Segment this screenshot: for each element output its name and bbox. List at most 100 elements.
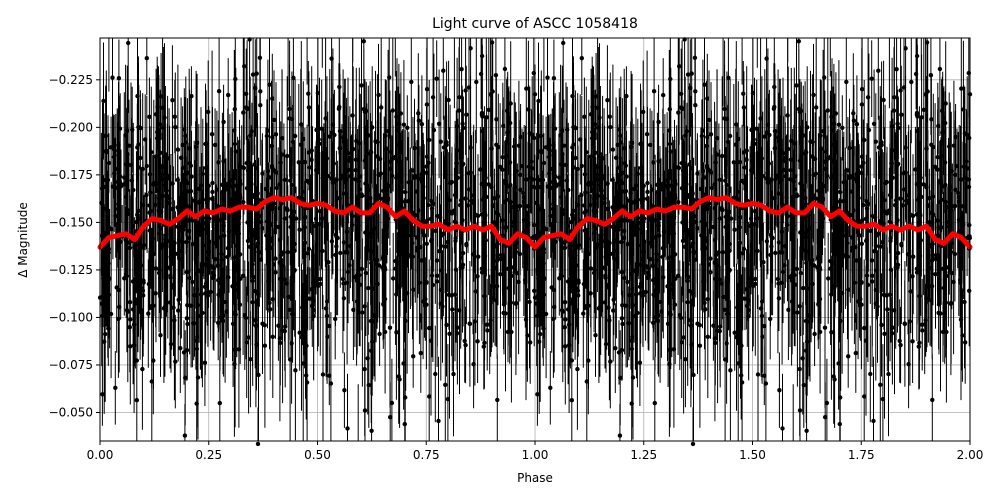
observation-point	[799, 193, 804, 199]
observation-point	[667, 141, 673, 147]
observation-point	[866, 127, 872, 133]
observation-point	[177, 227, 182, 233]
observation-point	[635, 243, 640, 248]
observation-point	[714, 201, 719, 206]
observation-point	[586, 251, 592, 257]
observation-point	[328, 381, 334, 386]
observation-point	[635, 262, 640, 267]
observation-point	[351, 307, 356, 312]
observation-point	[953, 134, 958, 140]
observation-point	[930, 397, 935, 403]
observation-point	[100, 313, 105, 319]
observation-point	[736, 136, 741, 142]
observation-point	[565, 279, 571, 284]
observation-point	[804, 150, 809, 155]
observation-point	[712, 237, 718, 243]
observation-point	[244, 160, 249, 166]
observation-point	[859, 164, 864, 169]
observation-point	[672, 302, 678, 307]
observation-point	[136, 249, 141, 255]
observation-point	[260, 226, 265, 231]
observation-point	[113, 213, 118, 219]
observation-point	[101, 98, 106, 104]
observation-point	[810, 281, 815, 287]
observation-point	[434, 76, 439, 81]
observation-point	[638, 141, 643, 147]
observation-point	[839, 291, 845, 296]
observation-point	[136, 124, 141, 130]
observation-point	[938, 178, 943, 184]
observation-point	[923, 318, 928, 323]
observation-point	[171, 245, 176, 251]
observation-point	[298, 142, 303, 147]
observation-point	[397, 142, 402, 147]
observation-point	[369, 260, 374, 266]
observation-point	[191, 321, 196, 326]
observation-point	[495, 397, 500, 403]
observation-point	[759, 313, 765, 319]
observation-point	[704, 143, 709, 149]
observation-point	[226, 229, 232, 234]
observation-point	[356, 238, 361, 244]
observation-point	[513, 249, 519, 255]
observation-point	[105, 218, 110, 223]
observation-point	[526, 164, 531, 169]
observation-point	[661, 92, 666, 98]
observation-point	[517, 172, 523, 177]
observation-point	[311, 307, 316, 313]
observation-point	[878, 382, 883, 387]
mean-curve	[97, 195, 973, 250]
observation-point	[746, 283, 752, 289]
observation-point	[829, 292, 834, 297]
observation-point	[741, 105, 747, 110]
observation-point	[118, 174, 123, 179]
observation-point	[272, 201, 277, 206]
observation-point	[882, 209, 887, 214]
observation-point	[685, 262, 690, 267]
observation-point	[849, 189, 855, 194]
observation-point	[844, 240, 850, 246]
observation-point	[551, 153, 556, 158]
observation-point	[881, 97, 886, 103]
observation-point	[737, 240, 742, 245]
observation-point	[355, 299, 360, 304]
observation-point	[914, 212, 919, 217]
observation-point	[521, 217, 527, 223]
observation-point	[510, 220, 515, 225]
observation-point	[481, 344, 486, 349]
observation-point	[144, 192, 149, 198]
observation-point	[731, 160, 736, 165]
observation-point	[496, 212, 501, 217]
observation-point	[278, 276, 283, 281]
observation-point	[682, 244, 688, 249]
observation-point	[893, 265, 898, 270]
observation-point	[795, 310, 800, 315]
observation-point	[202, 360, 208, 365]
observation-point	[173, 124, 178, 130]
observation-point	[720, 207, 725, 213]
observation-point	[458, 198, 464, 203]
observation-point	[445, 239, 450, 245]
observation-point	[172, 114, 177, 119]
observation-point	[828, 258, 833, 264]
observation-point	[660, 254, 665, 260]
observation-point	[311, 298, 316, 303]
observation-point	[732, 330, 737, 335]
observation-point	[466, 85, 472, 90]
observation-point	[376, 172, 381, 178]
observation-point	[676, 199, 681, 205]
observation-point	[297, 227, 302, 232]
observation-point	[434, 279, 440, 284]
observation-point	[408, 233, 413, 238]
observation-point	[801, 382, 806, 388]
observation-point	[651, 235, 656, 240]
observation-point	[214, 187, 220, 192]
observation-point	[482, 219, 487, 225]
observation-point	[315, 145, 320, 150]
observation-point	[411, 287, 416, 292]
observation-point	[583, 246, 588, 252]
observation-point	[270, 297, 275, 302]
observation-point	[194, 140, 200, 145]
observation-point	[654, 286, 660, 292]
observation-point	[277, 206, 283, 211]
